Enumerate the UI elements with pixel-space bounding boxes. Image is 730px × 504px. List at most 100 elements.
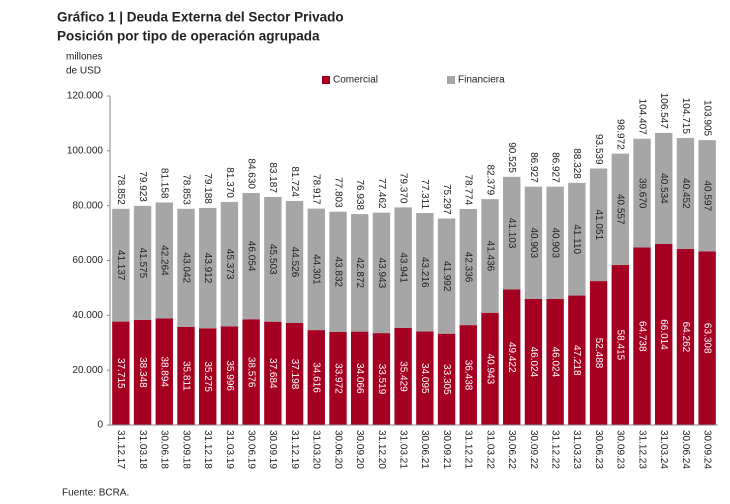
source: Fuente: BCRA. xyxy=(62,488,129,499)
value-label: 35.429 xyxy=(398,361,409,392)
value-label: 41.436 xyxy=(484,241,495,272)
x-tick-label: 30.06.18 xyxy=(159,430,170,469)
value-label: 38.894 xyxy=(159,356,170,387)
y-axis-label: millones xyxy=(66,52,103,63)
total-label: 78.917 xyxy=(311,174,322,205)
bar-segment xyxy=(394,327,412,425)
value-label: 35.275 xyxy=(202,361,213,392)
bar-segment xyxy=(459,209,477,326)
total-label: 82.379 xyxy=(484,165,495,196)
total-label: 93.539 xyxy=(593,134,604,165)
value-label: 35.811 xyxy=(180,361,191,391)
x-tick-label: 30.06.22 xyxy=(506,430,517,469)
value-label: 64.738 xyxy=(636,321,647,352)
value-label: 40.557 xyxy=(615,194,626,225)
x-tick-label: 31.03.24 xyxy=(658,430,669,469)
value-label: 40.903 xyxy=(528,227,539,258)
y-tick-label: 60.000 xyxy=(72,255,103,266)
bar-segment xyxy=(307,208,325,331)
value-label: 37.198 xyxy=(289,359,300,390)
x-tick-label: 30.06.19 xyxy=(246,430,257,469)
value-label: 47.218 xyxy=(571,345,582,376)
x-tick-label: 30.06.24 xyxy=(680,430,691,469)
x-tick-label: 31.03.18 xyxy=(137,430,148,469)
bar-segment xyxy=(481,199,499,313)
value-label: 34.066 xyxy=(354,363,365,394)
bar-segment xyxy=(177,326,195,425)
value-label: 45.373 xyxy=(224,249,235,280)
value-label: 41.110 xyxy=(571,224,582,254)
value-label: 40.534 xyxy=(658,173,669,204)
bar-segment xyxy=(611,153,629,265)
bar-segment xyxy=(676,248,695,425)
value-label: 41.103 xyxy=(506,218,517,249)
value-label: 35.996 xyxy=(224,360,235,391)
total-label: 79.370 xyxy=(398,173,409,204)
x-tick-label: 31.12.17 xyxy=(115,430,126,469)
value-label: 43.042 xyxy=(180,253,191,284)
bar-segment xyxy=(503,176,521,290)
bar-segment xyxy=(351,331,369,425)
value-label: 42.872 xyxy=(354,258,365,289)
legend-label: Comercial xyxy=(333,75,378,86)
value-label: 43.941 xyxy=(398,252,409,283)
x-tick-label: 30.09.22 xyxy=(528,430,539,469)
x-tick-label: 30.06.20 xyxy=(332,430,343,469)
value-label: 34.095 xyxy=(419,363,430,394)
value-label: 43.943 xyxy=(376,258,387,289)
bar-segment xyxy=(481,312,499,425)
bar-segment xyxy=(133,319,152,425)
value-label: 41.051 xyxy=(593,210,604,241)
value-label: 66.014 xyxy=(658,319,669,350)
bar-segment xyxy=(394,207,412,328)
bar-segment xyxy=(503,289,521,425)
x-tick-label: 31.12.18 xyxy=(202,430,213,469)
value-label: 40.452 xyxy=(680,178,691,209)
total-label: 90.525 xyxy=(506,142,517,173)
y-axis-label: de USD xyxy=(66,66,101,77)
bar-segment xyxy=(199,207,217,329)
value-label: 37.715 xyxy=(115,358,126,389)
bar-segment xyxy=(611,264,629,425)
bar-segment xyxy=(155,202,173,319)
x-tick-label: 30.09.20 xyxy=(354,430,365,469)
bar-segment xyxy=(416,331,434,425)
value-label: 52.488 xyxy=(593,338,604,369)
bar-segment xyxy=(177,208,195,327)
value-label: 46.054 xyxy=(246,241,257,272)
x-tick-label: 31.12.22 xyxy=(550,430,561,469)
bar-segment xyxy=(285,323,304,425)
value-label: 36.438 xyxy=(463,360,474,391)
bar-segment xyxy=(698,251,716,425)
total-label: 79.923 xyxy=(137,171,148,202)
bar-segment xyxy=(199,328,217,425)
total-label: 84.630 xyxy=(246,158,257,189)
bar-segment xyxy=(655,132,673,245)
bar-segment xyxy=(524,298,543,425)
legend-swatch xyxy=(322,76,330,84)
bar-segment xyxy=(133,205,152,320)
x-tick-label: 31.03.23 xyxy=(571,430,582,469)
bar-segment xyxy=(242,319,260,425)
x-tick-label: 30.09.21 xyxy=(441,430,452,469)
bar-segment xyxy=(546,298,564,425)
value-label: 34.616 xyxy=(311,362,322,393)
bar-segment xyxy=(372,212,391,334)
total-label: 76.938 xyxy=(354,179,365,210)
bar-segment xyxy=(112,208,130,322)
value-label: 33.519 xyxy=(376,364,387,395)
bar-segment xyxy=(655,244,673,425)
value-label: 44.526 xyxy=(289,247,300,278)
value-label: 46.024 xyxy=(528,347,539,378)
x-tick-label: 31.12.19 xyxy=(289,430,300,469)
value-label: 41.137 xyxy=(115,250,126,281)
bar-segment xyxy=(112,321,130,425)
value-label: 49.422 xyxy=(506,342,517,373)
bar-segment xyxy=(437,218,456,334)
value-label: 42.336 xyxy=(463,252,474,283)
value-label: 39.670 xyxy=(636,178,647,209)
bar-segment xyxy=(285,200,304,324)
total-label: 104.715 xyxy=(680,98,691,135)
total-label: 81.724 xyxy=(289,166,300,197)
